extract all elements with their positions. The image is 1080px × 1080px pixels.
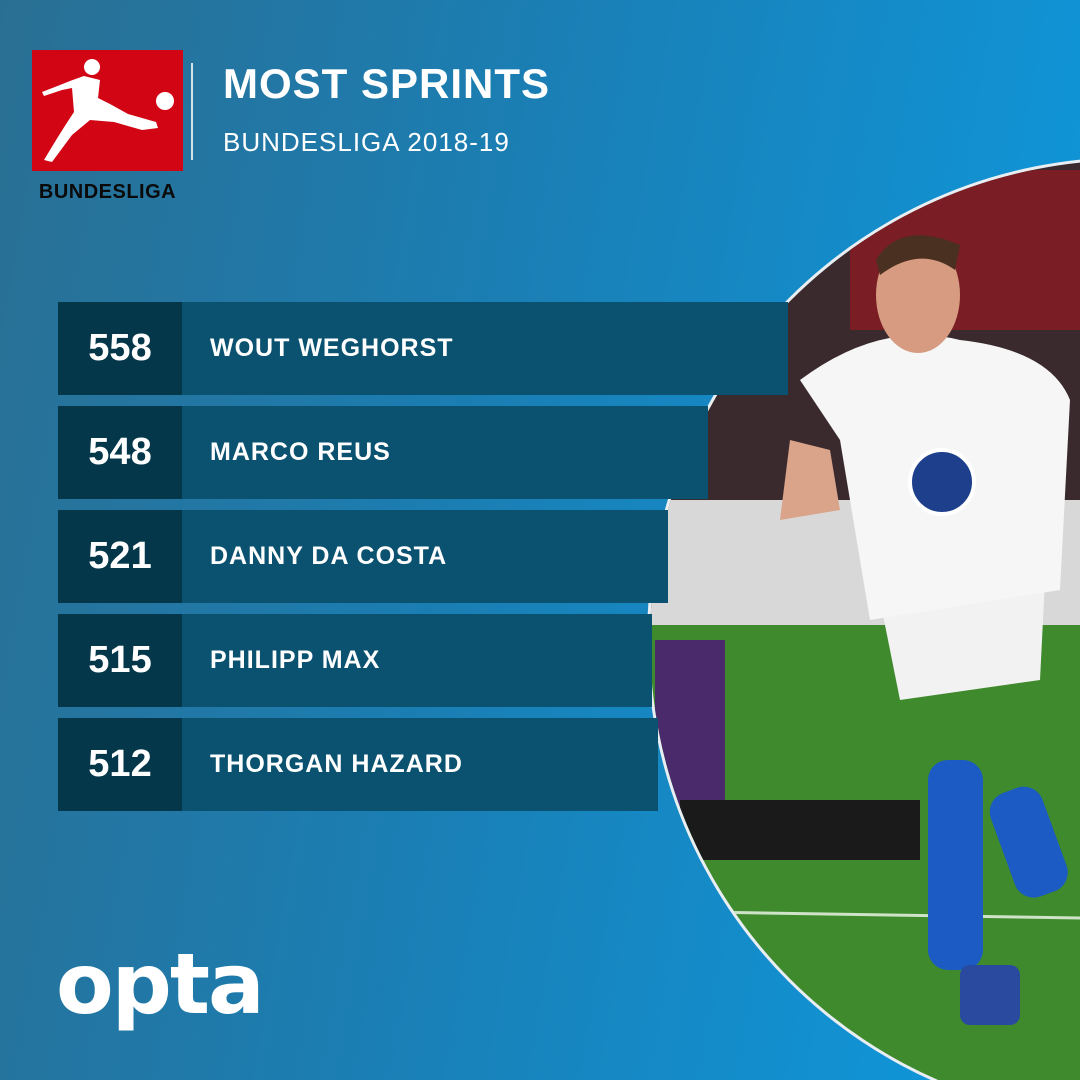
page-title: MOST SPRINTS bbox=[223, 60, 551, 107]
player-name: DANNY DA COSTA bbox=[182, 510, 668, 603]
ranking-list: 558 WOUT WEGHORST 548 MARCO REUS 521 DAN… bbox=[58, 302, 788, 822]
page-subtitle: BUNDESLIGA 2018-19 bbox=[223, 127, 510, 157]
player-kicking-icon bbox=[42, 59, 174, 162]
player-name: WOUT WEGHORST bbox=[182, 302, 788, 395]
player-name: PHILIPP MAX bbox=[182, 614, 652, 707]
ranking-row: 521 DANNY DA COSTA bbox=[58, 510, 668, 603]
sprint-count: 548 bbox=[58, 406, 182, 499]
header-divider bbox=[191, 63, 193, 160]
ranking-row: 558 WOUT WEGHORST bbox=[58, 302, 788, 395]
sprint-count: 521 bbox=[58, 510, 182, 603]
ranking-row: 548 MARCO REUS bbox=[58, 406, 708, 499]
sprint-count: 515 bbox=[58, 614, 182, 707]
ranking-row: 515 PHILIPP MAX bbox=[58, 614, 652, 707]
ranking-row: 512 THORGAN HAZARD bbox=[58, 718, 658, 811]
player-name: MARCO REUS bbox=[182, 406, 708, 499]
bundesliga-wordmark: BUNDESLIGA bbox=[38, 181, 177, 203]
opta-logo: opta bbox=[56, 935, 265, 1033]
bundesliga-logo bbox=[32, 50, 183, 171]
sprint-count: 558 bbox=[58, 302, 182, 395]
player-name: THORGAN HAZARD bbox=[182, 718, 658, 811]
sprint-count: 512 bbox=[58, 718, 182, 811]
